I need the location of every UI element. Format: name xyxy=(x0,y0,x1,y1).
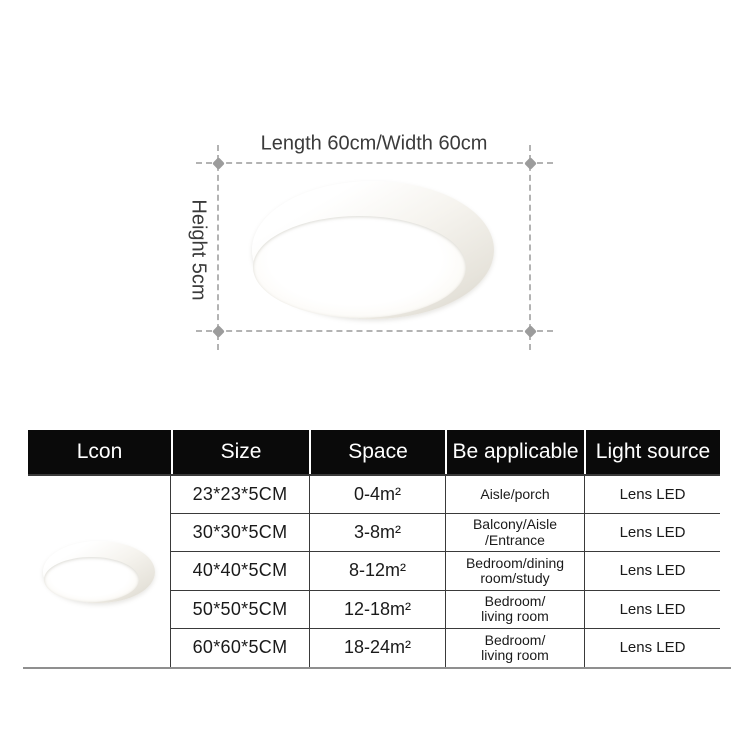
ceiling-lamp-icon xyxy=(43,540,155,603)
spec-table-header: Lcon Size Space Be applicable Light sour… xyxy=(28,430,720,474)
size-cell: 30*30*5CM xyxy=(171,514,309,553)
lamp-diffuser xyxy=(253,216,466,318)
space-cell: 0-4m² xyxy=(309,476,445,515)
length-width-label: Length 60cm/Width 60cm xyxy=(260,132,488,155)
ceiling-lamp-image xyxy=(252,181,494,319)
dim-line-left xyxy=(217,145,219,350)
space-cell: 3-8m² xyxy=(309,514,445,553)
size-cell: 60*60*5CM xyxy=(192,637,288,658)
space-cell: 18-24m² xyxy=(309,628,445,667)
applicable-cell: Balcony/Aisle /Entrance xyxy=(445,514,584,553)
spec-table-body: 23*23*5CM 0-4m² Aisle/porch Lens LED 30*… xyxy=(28,474,720,667)
table-bottom-border xyxy=(23,667,731,669)
size-cell: 23*23*5CM xyxy=(171,476,309,515)
light-source-cell: Lens LED xyxy=(584,476,720,515)
space-cell: 12-18m² xyxy=(309,590,445,629)
corner-marker-bottom-right xyxy=(524,325,537,338)
dim-line-bottom xyxy=(196,330,553,332)
header-icon: Lcon xyxy=(28,430,171,474)
space-cell: 8-12m² xyxy=(309,552,445,591)
dim-line-top xyxy=(196,162,553,164)
header-light-source: Light source xyxy=(584,430,720,474)
dim-line-right xyxy=(529,145,531,350)
light-source-cell: Lens LED xyxy=(584,628,720,667)
icon-cell xyxy=(28,476,171,667)
header-size: Size xyxy=(171,430,309,474)
light-source-cell: Lens LED xyxy=(584,590,720,629)
size-cell: 50*50*5CM xyxy=(171,591,309,629)
applicable-cell: Bedroom/ living room xyxy=(445,628,584,667)
applicable-cell: Aisle/porch xyxy=(445,476,584,515)
corner-marker-top-right xyxy=(524,157,537,170)
height-label: Height 5cm xyxy=(187,199,210,301)
size-cell: 40*40*5CM xyxy=(171,552,309,591)
applicable-cell: Bedroom/ living room xyxy=(445,590,584,629)
light-source-cell: Lens LED xyxy=(584,514,720,553)
applicable-cell: Bedroom/dining room/study xyxy=(445,552,584,591)
lamp-diffuser xyxy=(44,556,139,602)
corner-marker-top-left xyxy=(212,157,225,170)
header-space: Space xyxy=(309,430,445,474)
corner-marker-bottom-left xyxy=(212,325,225,338)
light-source-cell: Lens LED xyxy=(584,552,720,591)
header-applicable: Be applicable xyxy=(445,430,584,474)
